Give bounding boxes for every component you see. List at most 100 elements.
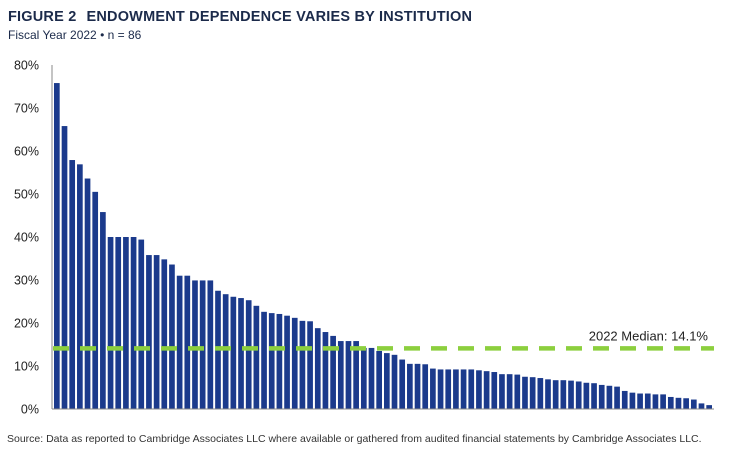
bar — [169, 264, 175, 409]
y-tick-label: 60% — [14, 145, 39, 159]
bar — [706, 405, 712, 409]
bar — [314, 328, 321, 409]
bar — [621, 390, 628, 409]
source-note: Source: Data as reported to Cambridge As… — [7, 433, 702, 445]
bar — [514, 374, 521, 409]
bar — [253, 305, 260, 409]
bar — [245, 300, 252, 409]
bar — [299, 320, 306, 409]
bar — [192, 280, 198, 409]
bar — [468, 369, 475, 409]
y-tick-label: 80% — [14, 59, 39, 73]
median-label: 2022 Median: 14.1% — [589, 328, 709, 343]
bar — [276, 313, 283, 409]
bar — [307, 321, 313, 409]
bar — [222, 294, 229, 409]
bar — [337, 341, 344, 409]
bar — [261, 311, 267, 409]
bar — [230, 296, 237, 409]
figure-title-text: ENDOWMENT DEPENDENCE VARIES BY INSTITUTI… — [86, 9, 473, 25]
bar — [291, 317, 298, 409]
figure-header: FIGURE 2 ENDOWMENT DEPENDENCE VARIES BY I… — [8, 9, 472, 42]
figure-title: FIGURE 2 ENDOWMENT DEPENDENCE VARIES BY I… — [8, 9, 472, 25]
bar — [568, 380, 574, 409]
bar — [660, 394, 666, 409]
bar — [360, 347, 367, 409]
bar — [161, 259, 168, 409]
bar — [637, 393, 643, 409]
bar — [284, 315, 290, 409]
bar — [698, 403, 705, 409]
y-tick-label: 50% — [14, 188, 39, 202]
bar — [476, 370, 482, 409]
bar — [100, 212, 106, 409]
figure-number: FIGURE 2 — [8, 9, 77, 25]
bar — [384, 353, 390, 409]
bar — [268, 313, 275, 409]
bar-series — [54, 83, 712, 409]
bar — [368, 347, 375, 409]
bar — [483, 371, 490, 409]
bar — [614, 386, 620, 409]
bar — [123, 237, 129, 409]
bar — [330, 335, 336, 409]
bar — [69, 160, 76, 409]
bar — [491, 372, 498, 409]
bar — [345, 341, 352, 409]
bar — [407, 363, 413, 409]
bar — [322, 332, 329, 409]
bar — [445, 369, 452, 409]
bar — [499, 374, 505, 409]
bar — [84, 178, 91, 409]
bar — [107, 237, 114, 409]
bar — [130, 237, 137, 409]
bar — [77, 164, 83, 409]
bar — [61, 126, 68, 409]
bar — [644, 393, 651, 409]
bar — [545, 379, 551, 409]
bar — [690, 399, 697, 409]
bar — [153, 255, 160, 409]
bar — [560, 380, 567, 409]
bar — [414, 363, 421, 409]
bar — [430, 368, 436, 409]
median-line-group: 2022 Median: 14.1% — [53, 328, 714, 351]
bar — [606, 385, 613, 409]
bar — [115, 237, 122, 409]
y-tick-label: 40% — [14, 231, 39, 245]
bar — [238, 298, 244, 409]
bar — [54, 83, 60, 409]
bar — [391, 354, 398, 409]
bar — [146, 255, 152, 409]
bar — [552, 380, 559, 409]
bar — [92, 191, 99, 409]
bar — [376, 350, 382, 409]
bar — [207, 280, 214, 409]
bar — [422, 364, 429, 409]
bar — [176, 275, 183, 409]
y-axis: 0% 10% 20% 30% 40% 50% 60% 70% 80% — [14, 59, 53, 417]
bar — [138, 239, 145, 409]
figure-subtitle: Fiscal Year 2022 • n = 86 — [8, 28, 142, 42]
bar — [629, 392, 636, 409]
bar — [353, 341, 359, 409]
bar — [529, 377, 536, 409]
bar — [506, 374, 513, 409]
y-tick-label: 0% — [21, 403, 39, 417]
bar — [453, 369, 459, 409]
y-tick-label: 30% — [14, 274, 39, 288]
bar — [184, 275, 191, 409]
bar — [652, 394, 659, 409]
bar — [199, 280, 206, 409]
y-tick-label: 10% — [14, 360, 39, 374]
bar — [399, 359, 406, 409]
bar — [598, 384, 605, 409]
bar — [537, 378, 544, 409]
bar — [522, 376, 528, 409]
y-tick-label: 20% — [14, 317, 39, 331]
bar — [667, 396, 674, 409]
bar — [575, 381, 582, 409]
endowment-dependence-bar-chart: 0% 10% 20% 30% 40% 50% 60% 70% 80% 2022 Median: … — [14, 59, 714, 417]
bar — [583, 382, 590, 409]
bar — [675, 397, 682, 409]
